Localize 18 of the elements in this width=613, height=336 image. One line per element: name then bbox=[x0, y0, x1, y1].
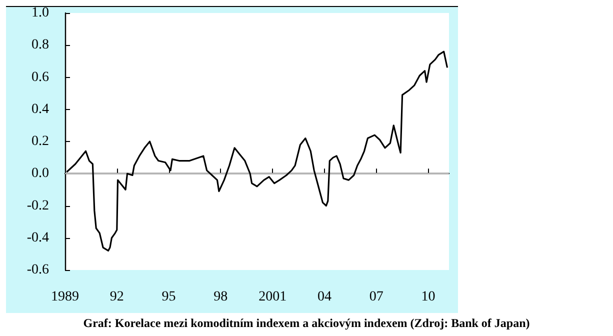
x-tick-label: 04 bbox=[317, 290, 332, 304]
y-tick-label: 0.2 bbox=[32, 134, 49, 149]
x-tick-label: 2001 bbox=[258, 290, 287, 304]
y-tick-label: -0.6 bbox=[26, 262, 49, 278]
y-tick-label: 1.0 bbox=[32, 6, 49, 20]
y-tick-label: -0.4 bbox=[26, 230, 49, 246]
x-tick-label: 1989 bbox=[51, 290, 79, 304]
y-tick-label: 0.4 bbox=[32, 102, 49, 117]
text: Graf: Korelace mezi komoditním indexem a akciovým indexem (Zdroj: Bank of Japan) bbox=[82, 316, 531, 331]
y-tick-label: 0.0 bbox=[32, 166, 49, 182]
x-tick-label: 10 bbox=[421, 290, 436, 304]
y-tick-label: -0.2 bbox=[26, 198, 49, 214]
x-tick-label: 07 bbox=[369, 290, 384, 304]
y-tick-label: 0.8 bbox=[32, 38, 49, 53]
x-tick-label: 95 bbox=[162, 290, 176, 304]
x-tick-label: 92 bbox=[110, 290, 124, 304]
y-tick-label: 0.6 bbox=[32, 70, 49, 85]
x-tick-label: 98 bbox=[214, 290, 228, 304]
